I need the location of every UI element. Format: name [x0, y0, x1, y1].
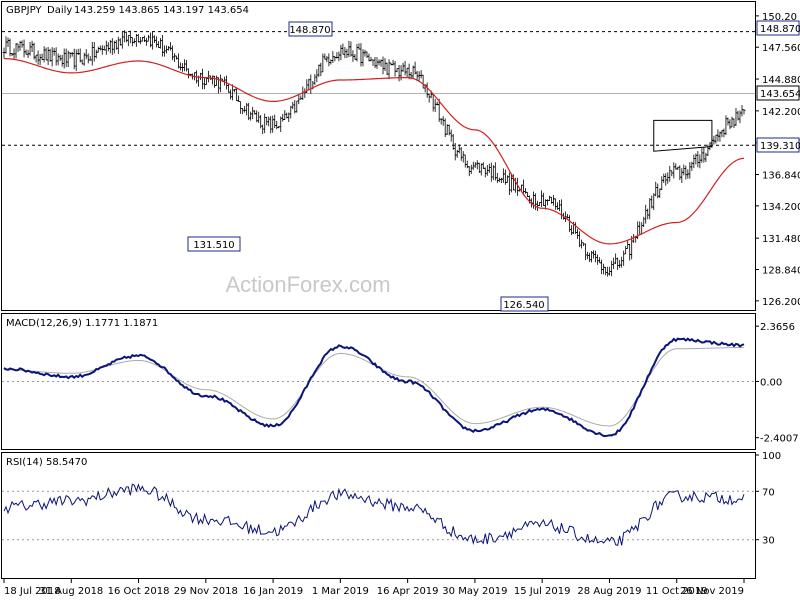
macd-plot: 2.3656 0.00 -2.4007: [2, 322, 799, 445]
x-tick-label: 26 Nov 2019: [680, 586, 744, 597]
price-tick-label: 128.840: [762, 266, 800, 277]
rsi-line: [3, 483, 745, 546]
price-tick-label: 144.880: [762, 75, 800, 86]
watermark: ActionForex.com: [225, 272, 390, 297]
price-bar: [742, 109, 746, 115]
macd-tick-label: -2.4007: [760, 434, 799, 445]
rsi-panel-frame: [1, 452, 756, 579]
price-tick-label: 136.840: [762, 171, 800, 182]
tag-last-price: 143.654: [756, 85, 800, 101]
tag-high-text: 148.870: [760, 24, 800, 35]
price-title-symbol: GBPJPY: [6, 5, 42, 16]
sma-line: [3, 58, 745, 245]
x-tick-label: 1 Mar 2019: [312, 586, 369, 597]
callout-low1: 131.510: [187, 236, 241, 252]
rsi-tick-label: 70: [762, 487, 775, 498]
rsi-tick-label: 30: [762, 536, 775, 547]
sma-series: [3, 58, 745, 245]
x-tick-label: 16 Jan 2019: [243, 586, 303, 597]
price-tick-label: 142.200: [762, 107, 800, 118]
callout-low2: 126.540: [500, 296, 549, 312]
price-title-timeframe: Daily: [47, 5, 72, 16]
callout-low2-text: 126.540: [503, 300, 544, 311]
x-tick-label: 18 Jul 2018: [4, 586, 61, 597]
callout-high1-text: 148.870: [289, 25, 330, 36]
tag-support-text: 139.310: [760, 141, 800, 152]
price-tick-label: 131.480: [762, 234, 800, 245]
price-axis: 150.20147.560144.880142.200139.520136.84…: [755, 12, 800, 308]
macd-title: MACD(12,26,9) 1.1771 1.1871: [6, 318, 158, 329]
tag-high: 148.870: [756, 20, 800, 36]
callout-low1-text: 131.510: [193, 240, 234, 251]
macd-tick-label: 0.00: [760, 378, 782, 389]
rsi-plot: 100 70 30: [2, 451, 781, 547]
x-tick-label: 31 Aug 2018: [39, 586, 103, 597]
price-tick-label: 134.200: [762, 202, 800, 213]
rsi-tick-label: 100: [762, 451, 781, 462]
price-hlines: [2, 31, 755, 146]
x-tick-label: 30 May 2019: [442, 586, 507, 597]
macd-signal-line: [3, 347, 745, 427]
x-tick-label: 15 Jul 2019: [514, 586, 571, 597]
x-tick-label: 16 Oct 2018: [108, 586, 170, 597]
x-tick-label: 11 Oct 2019: [646, 586, 708, 597]
tag-support: 139.310: [756, 137, 800, 153]
macd-tick-label: 2.3656: [760, 322, 795, 333]
x-tick-label: 16 Apr 2019: [377, 586, 439, 597]
price-bars: [2, 30, 746, 277]
x-tick-label: 29 Nov 2018: [174, 586, 238, 597]
tag-last-price-text: 143.654: [760, 89, 800, 100]
price-title-ohlc: 143.259 143.865 143.197 143.654: [74, 5, 249, 16]
macd-line: [3, 337, 745, 438]
callout-high1: 148.870: [288, 21, 333, 37]
price-tick-label: 150.20: [762, 12, 797, 23]
rsi-title: RSI(14) 58.5470: [6, 457, 87, 468]
price-tick-label: 147.560: [762, 43, 800, 54]
x-tick-label: 28 Aug 2019: [577, 586, 641, 597]
price-tick-label: 126.200: [762, 297, 800, 308]
